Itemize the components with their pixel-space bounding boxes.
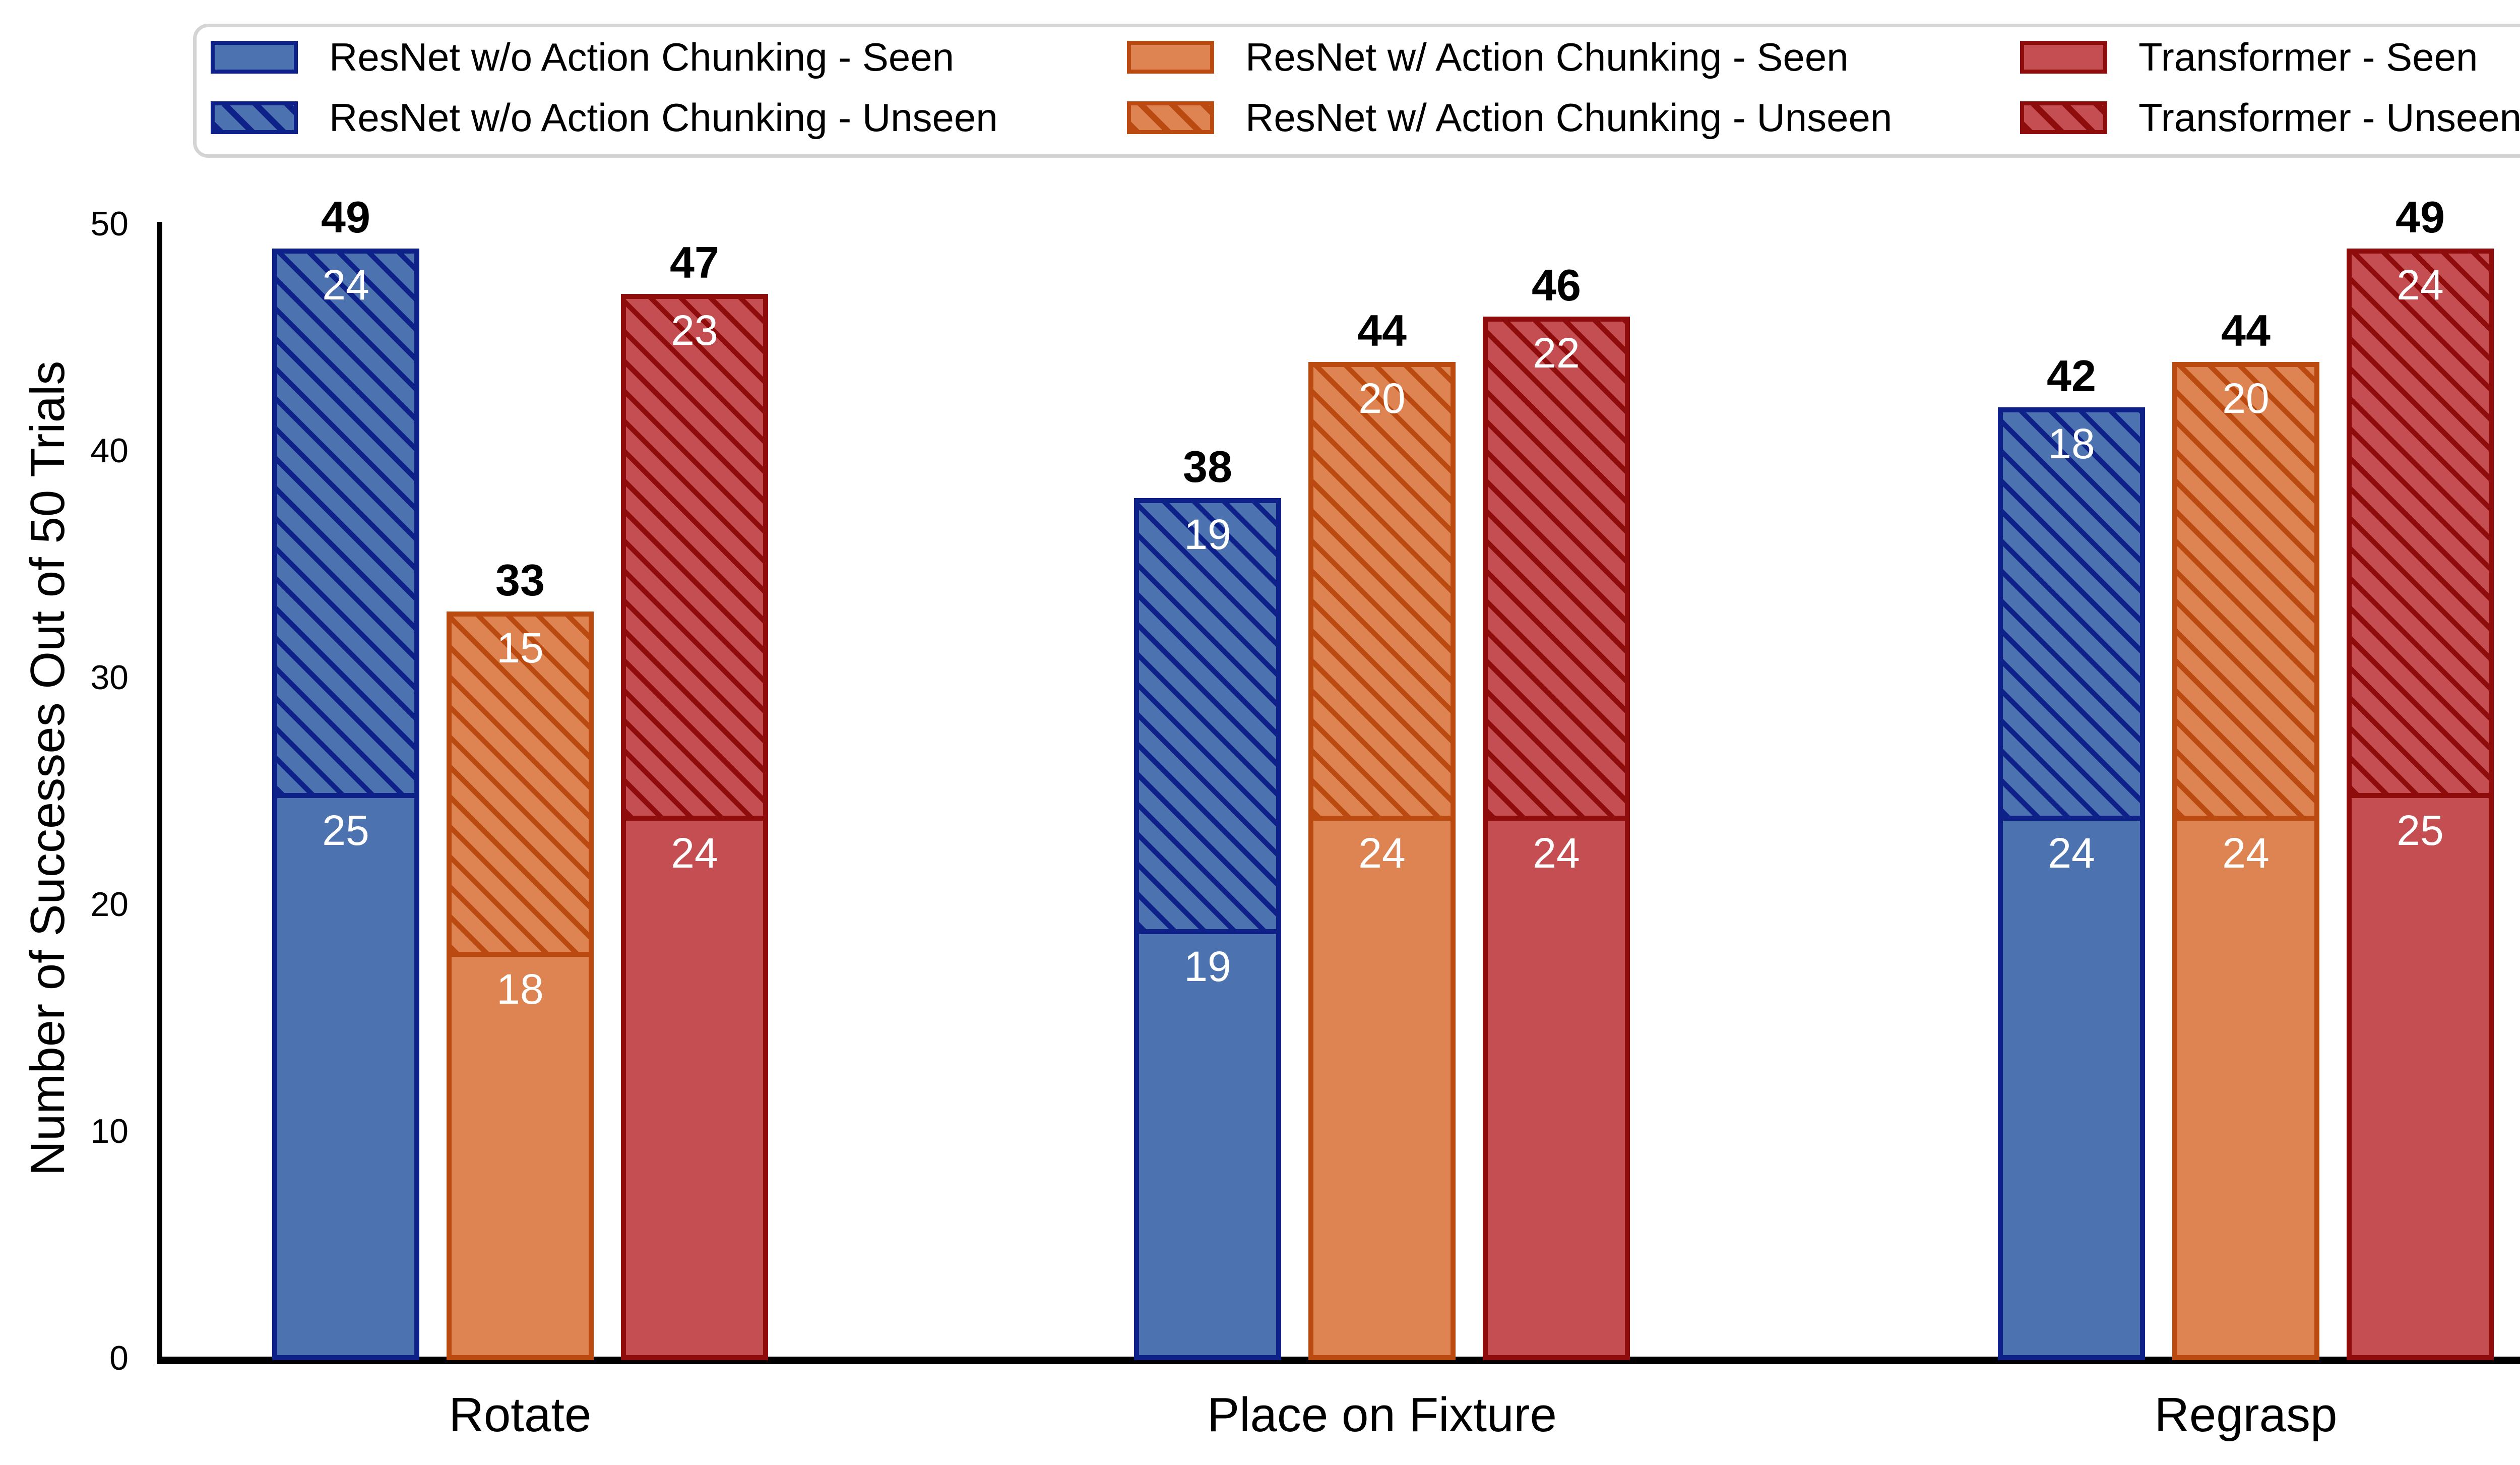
x-tick-regrasp: Regrasp bbox=[2154, 1388, 2338, 1442]
segment-seen-rotate-transformer: 24 bbox=[621, 816, 768, 1360]
total-label-rotate-transformer: 47 bbox=[670, 237, 719, 287]
bar-place-on-fixture-transformer: 46 22 24 bbox=[1483, 261, 1630, 1360]
legend-label: ResNet w/o Action Chunking - Unseen bbox=[329, 95, 998, 140]
legend-column-resnet-w-chunking: ResNet w/ Action Chunking - Seen ResNet … bbox=[1127, 35, 1893, 161]
legend-label: ResNet w/o Action Chunking - Seen bbox=[329, 35, 955, 79]
bar-regrasp-transformer: 49 24 25 bbox=[2347, 193, 2494, 1360]
segment-unseen-rotate-resnet-w-o-action-chunking: 24 bbox=[272, 249, 419, 793]
segment-value-seen: 18 bbox=[496, 965, 544, 1013]
segment-seen-regrasp-resnet-w-action-chunking: 24 bbox=[2172, 816, 2319, 1360]
segment-value-seen: 24 bbox=[2048, 829, 2095, 877]
legend-swatch-hatched-red-icon bbox=[2020, 101, 2107, 134]
bar-rotate-resnet-w-action-chunking: 33 15 18 bbox=[447, 556, 594, 1360]
segment-unseen-rotate-transformer: 23 bbox=[621, 294, 768, 816]
y-tick-30: 30 bbox=[90, 658, 129, 697]
segment-value-seen: 24 bbox=[1358, 829, 1406, 877]
legend-entry-transformer-unseen: Transformer - Unseen bbox=[2020, 95, 2520, 140]
x-tick-place-on-fixture: Place on Fixture bbox=[1207, 1388, 1557, 1442]
bar-regrasp-resnet-w-action-chunking: 44 20 24 bbox=[2172, 307, 2319, 1360]
segment-value-unseen: 20 bbox=[1358, 375, 1406, 422]
segment-value-seen: 19 bbox=[1184, 943, 1231, 990]
legend-column-resnet-wo-chunking: ResNet w/o Action Chunking - Seen ResNet… bbox=[211, 35, 998, 161]
segment-unseen-place-on-fixture-transformer: 22 bbox=[1483, 317, 1630, 816]
segment-unseen-rotate-resnet-w-action-chunking: 15 bbox=[447, 612, 594, 952]
legend-swatch-solid-orange-icon bbox=[1127, 40, 1214, 74]
legend-column-transformer: Transformer - Seen Transformer - Unseen bbox=[2020, 35, 2520, 161]
segment-value-unseen: 19 bbox=[1184, 511, 1231, 558]
segment-value-unseen: 20 bbox=[2222, 375, 2270, 422]
legend-entry-resnet-w-unseen: ResNet w/ Action Chunking - Unseen bbox=[1127, 95, 1893, 140]
y-axis-line bbox=[157, 222, 162, 1364]
segment-unseen-regrasp-transformer: 24 bbox=[2347, 249, 2494, 793]
bar-rotate-transformer: 47 23 24 bbox=[621, 238, 768, 1360]
legend-swatch-hatched-orange-icon bbox=[1127, 101, 1214, 134]
segment-value-seen: 25 bbox=[322, 807, 369, 854]
segment-seen-regrasp-resnet-w-o-action-chunking: 24 bbox=[1998, 816, 2145, 1360]
legend-entry-resnet-wo-unseen: ResNet w/o Action Chunking - Unseen bbox=[211, 95, 998, 140]
segment-unseen-place-on-fixture-resnet-w-action-chunking: 20 bbox=[1308, 362, 1456, 816]
total-label-place-on-fixture-resnet-w-o-action-chunking: 38 bbox=[1183, 442, 1232, 492]
total-label-rotate-resnet-w-action-chunking: 33 bbox=[495, 555, 545, 605]
legend-swatch-solid-blue-icon bbox=[211, 40, 298, 74]
segment-seen-rotate-resnet-w-action-chunking: 18 bbox=[447, 952, 594, 1360]
segment-value-seen: 24 bbox=[2222, 829, 2270, 877]
segment-value-seen: 24 bbox=[1533, 829, 1580, 877]
segment-value-unseen: 24 bbox=[322, 261, 369, 309]
segment-value-unseen: 22 bbox=[1533, 329, 1580, 377]
y-tick-50: 50 bbox=[90, 205, 129, 243]
total-label-regrasp-resnet-w-o-action-chunking: 42 bbox=[2047, 351, 2096, 401]
segment-value-unseen: 18 bbox=[2048, 420, 2095, 467]
y-tick-20: 20 bbox=[90, 885, 129, 924]
y-tick-10: 10 bbox=[90, 1112, 129, 1150]
bar-rotate-resnet-w-o-action-chunking: 49 24 25 bbox=[272, 193, 419, 1360]
bar-place-on-fixture-resnet-w-action-chunking: 44 20 24 bbox=[1308, 307, 1456, 1360]
segment-value-unseen: 15 bbox=[496, 624, 544, 672]
y-tick-0: 0 bbox=[109, 1339, 129, 1377]
legend-entry-resnet-w-seen: ResNet w/ Action Chunking - Seen bbox=[1127, 35, 1892, 79]
total-label-place-on-fixture-transformer: 46 bbox=[1532, 260, 1581, 310]
bar-regrasp-resnet-w-o-action-chunking: 42 18 24 bbox=[1998, 352, 2145, 1360]
legend-swatch-hatched-blue-icon bbox=[211, 101, 298, 134]
segment-value-seen: 25 bbox=[2397, 807, 2444, 854]
plot-area: 49 24 25 33 15 18 47 23 24 38 19 19 44 20 24 46 22 24 42 18… bbox=[157, 193, 2520, 1364]
segment-seen-place-on-fixture-transformer: 24 bbox=[1483, 816, 1630, 1360]
x-tick-rotate: Rotate bbox=[449, 1388, 592, 1442]
total-label-regrasp-transformer: 49 bbox=[2396, 192, 2445, 242]
total-label-regrasp-resnet-w-action-chunking: 44 bbox=[2221, 306, 2271, 355]
total-label-rotate-resnet-w-o-action-chunking: 49 bbox=[321, 192, 370, 242]
segment-seen-place-on-fixture-resnet-w-o-action-chunking: 19 bbox=[1134, 929, 1281, 1360]
total-label-place-on-fixture-resnet-w-action-chunking: 44 bbox=[1357, 306, 1407, 355]
legend-entry-resnet-wo-seen: ResNet w/o Action Chunking - Seen bbox=[211, 35, 998, 79]
y-tick-40: 40 bbox=[90, 432, 129, 470]
segment-value-seen: 24 bbox=[671, 829, 718, 877]
segment-seen-rotate-resnet-w-o-action-chunking: 25 bbox=[272, 793, 419, 1360]
segment-unseen-regrasp-resnet-w-action-chunking: 20 bbox=[2172, 362, 2319, 816]
segment-seen-place-on-fixture-resnet-w-action-chunking: 24 bbox=[1308, 816, 1456, 1360]
legend-entry-transformer-seen: Transformer - Seen bbox=[2020, 35, 2520, 79]
segment-value-unseen: 24 bbox=[2397, 261, 2444, 309]
legend-label: ResNet w/ Action Chunking - Seen bbox=[1245, 35, 1849, 79]
legend-label: Transformer - Seen bbox=[2138, 35, 2478, 79]
segment-unseen-regrasp-resnet-w-o-action-chunking: 18 bbox=[1998, 407, 2145, 816]
segment-value-unseen: 23 bbox=[671, 307, 718, 354]
legend-label: ResNet w/ Action Chunking - Unseen bbox=[1245, 95, 1893, 140]
bar-place-on-fixture-resnet-w-o-action-chunking: 38 19 19 bbox=[1134, 443, 1281, 1360]
legend-label: Transformer - Unseen bbox=[2138, 95, 2520, 140]
legend-swatch-solid-red-icon bbox=[2020, 40, 2107, 74]
segment-unseen-place-on-fixture-resnet-w-o-action-chunking: 19 bbox=[1134, 498, 1281, 929]
legend: ResNet w/o Action Chunking - Seen ResNet… bbox=[193, 24, 2520, 158]
segment-seen-regrasp-transformer: 25 bbox=[2347, 793, 2494, 1360]
